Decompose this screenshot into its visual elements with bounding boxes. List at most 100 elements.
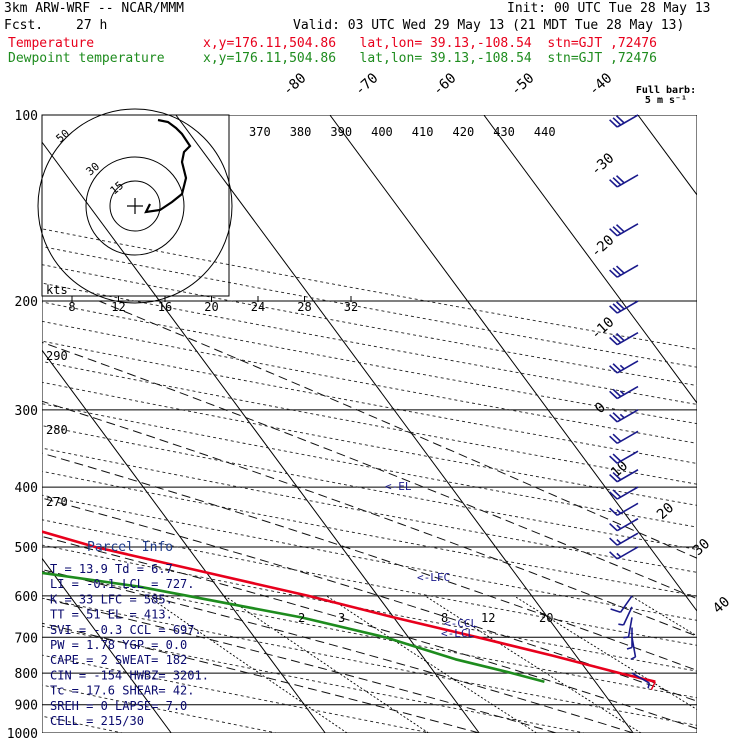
temperature-legend-label: Temperature xyxy=(8,36,95,51)
isotherm-label: 30 xyxy=(690,536,713,559)
parcel-info-box: Parcel Info T = 13.9 Td = 6.7LI = -0.1 L… xyxy=(50,540,209,728)
parcel-info-row: CAPE = 2 SWEAT= 182 xyxy=(50,653,187,667)
isotherm-label: -10 xyxy=(588,314,618,343)
isotherm-label: -50 xyxy=(508,70,538,99)
mixing-ratio-line xyxy=(224,595,429,733)
temperature-station-info: x,y=176.11,504.86 lat,lon= 39.13,-108.54… xyxy=(203,36,657,51)
mixing-ratio-line xyxy=(630,595,697,637)
level-label-lfc: <-LFC xyxy=(417,571,450,584)
dry-adiabat xyxy=(42,246,697,368)
parcel-info-row: K = 33 LFC = 585. xyxy=(50,592,173,606)
isotherm-label: -40 xyxy=(586,70,616,99)
pressure-tick-label: 800 xyxy=(15,667,38,682)
forecast-hour-label: Fcst. xyxy=(4,18,44,33)
pressure-tick-label: 900 xyxy=(15,699,38,714)
parcel-info-row: TT = 51 EL = 413. xyxy=(50,608,173,622)
dewpoint-trace xyxy=(42,571,545,683)
isotherm-line xyxy=(175,115,634,733)
theta-label: 380 xyxy=(290,125,312,139)
hodograph-speed-label: 20 xyxy=(204,300,218,314)
mixing-ratio-label: 12 xyxy=(481,611,495,625)
wind-barb xyxy=(609,385,639,400)
wind-barb xyxy=(609,502,639,517)
isotherm-label: 20 xyxy=(654,500,677,523)
theta-label: 370 xyxy=(249,125,271,139)
dry-adiabat xyxy=(42,494,697,621)
wind-barb xyxy=(609,331,639,346)
isotherm-line xyxy=(42,349,326,733)
pressure-tick-label: 100 xyxy=(15,109,38,124)
wind-barb xyxy=(609,264,639,278)
isotherm-label: -70 xyxy=(352,70,382,99)
init-time: Init: 00 UTC Tue 28 May 13 xyxy=(507,1,711,16)
moist-adiabat xyxy=(42,568,634,733)
parcel-info-title: Parcel Info xyxy=(87,540,173,555)
theta-label: 430 xyxy=(493,125,515,139)
wind-barb xyxy=(610,595,633,614)
pressure-tick-label: 1000 xyxy=(7,727,38,740)
pressure-tick-label: 600 xyxy=(15,590,38,605)
isotherm-label: -30 xyxy=(588,150,618,179)
parcel-info-row: CELL = 215/30 xyxy=(50,714,144,728)
wind-barb xyxy=(609,450,639,464)
wind-barb xyxy=(609,546,639,560)
wind-barb xyxy=(609,469,639,483)
surface-parcel-mark xyxy=(650,681,656,691)
mixing-ratio-label: 3 xyxy=(338,611,345,625)
theta-label: 440 xyxy=(534,125,556,139)
dewpoint-station-info: x,y=176.11,504.86 lat,lon= 39.13,-108.54… xyxy=(203,51,657,66)
hodograph-speed-label: 16 xyxy=(158,300,172,314)
mixing-ratio-line xyxy=(147,595,348,733)
wind-barb xyxy=(609,532,639,546)
isotherm-label: -20 xyxy=(588,232,618,261)
valid-time: Valid: 03 UTC Wed 29 May 13 (21 MDT Tue … xyxy=(293,18,685,33)
hodograph-ring-label: 15 xyxy=(108,179,127,197)
hodograph-speed-label: 24 xyxy=(251,300,265,314)
wind-barb xyxy=(609,486,639,500)
isotherm-line xyxy=(329,115,697,612)
dewpoint-legend-label: Dewpoint temperature xyxy=(8,51,165,66)
isotherm-label: 0 xyxy=(592,399,609,417)
theta-label: 420 xyxy=(453,125,475,139)
moist-adiabat xyxy=(42,452,697,671)
wind-barb xyxy=(609,517,639,532)
moist-adiabat xyxy=(42,497,697,702)
hodograph-speed-label: 28 xyxy=(297,300,311,314)
mixing-ratio-label: 2 xyxy=(298,611,305,625)
moist-adiabat xyxy=(42,341,697,600)
wind-barb xyxy=(609,300,639,314)
wind-barb xyxy=(631,672,651,689)
parcel-info-row: SVI = -0.3 CCL = 697. xyxy=(50,623,202,637)
isotherm-line xyxy=(42,141,480,733)
level-label-lcl: <-LCL xyxy=(441,627,474,640)
hodograph-trace xyxy=(144,118,192,214)
hodograph-ring xyxy=(37,108,233,304)
level-label-el: <-EL xyxy=(385,480,412,493)
isotherm-line xyxy=(483,115,697,404)
wind-barb xyxy=(618,606,633,626)
isotherm-label: -80 xyxy=(280,70,310,99)
wind-barb xyxy=(609,223,639,237)
hodograph-ring-label: 30 xyxy=(84,160,103,178)
hodograph-frame xyxy=(41,114,230,297)
temperature-trace xyxy=(42,530,656,683)
wind-barb xyxy=(609,114,639,128)
parcel-info-row: Tc = 17.6 SHEAR= 42. xyxy=(50,684,195,698)
parcel-info-row: PW = 1.78 YGP = 0.0 xyxy=(50,638,187,652)
dry-adiabat xyxy=(42,264,697,387)
barb-key-units: 5 m s⁻¹ xyxy=(645,95,687,106)
barb-key-label: Full barb: xyxy=(636,85,696,96)
mixing-ratio-label: 8 xyxy=(441,611,448,625)
wind-barb xyxy=(609,174,639,188)
wind-barb xyxy=(609,360,639,374)
theta-label-left: 270 xyxy=(46,495,68,509)
isotherm-line xyxy=(637,115,697,196)
level-label-ccl: <-CCL xyxy=(444,617,477,630)
hodograph-speed-label: 8 xyxy=(68,300,75,314)
wind-barb xyxy=(609,409,639,423)
parcel-info-row: T = 13.9 Td = 6.7 xyxy=(50,562,173,576)
isotherm-label: -60 xyxy=(430,70,460,99)
wind-barb xyxy=(630,637,637,661)
theta-label: 390 xyxy=(330,125,352,139)
